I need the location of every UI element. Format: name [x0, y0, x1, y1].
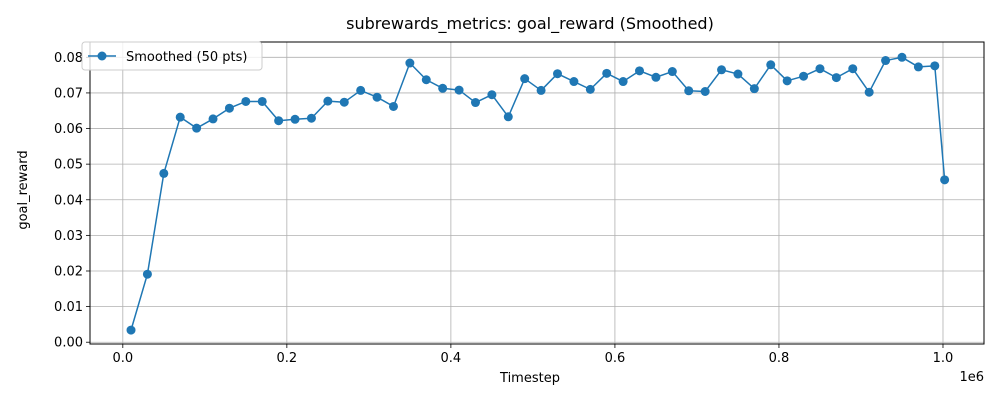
data-point — [897, 52, 907, 62]
data-point — [470, 98, 480, 108]
data-point — [274, 116, 284, 126]
y-tick-label: 0.08 — [54, 51, 83, 66]
y-tick-label: 0.05 — [54, 158, 83, 173]
data-point — [192, 123, 202, 133]
data-point — [940, 175, 950, 185]
data-point — [782, 76, 792, 86]
data-point — [388, 101, 398, 111]
data-point — [667, 67, 677, 77]
x-tick-label: 0.2 — [277, 351, 298, 366]
legend-box — [81, 41, 263, 71]
data-point — [930, 61, 940, 71]
data-point — [142, 269, 152, 279]
data-point — [749, 84, 759, 94]
y-tick-label: 0.01 — [54, 300, 83, 315]
data-point — [618, 77, 628, 87]
data-point — [421, 75, 431, 85]
data-point — [487, 90, 497, 100]
data-point — [553, 69, 562, 79]
data-point — [881, 56, 891, 66]
y-tick-label: 0.00 — [54, 336, 83, 351]
data-point — [864, 87, 874, 97]
x-tick-label: 0.6 — [605, 351, 626, 366]
y-tick-label: 0.04 — [54, 193, 83, 208]
data-point — [569, 77, 579, 87]
markers-layer — [126, 52, 950, 335]
y-tick-label: 0.02 — [54, 264, 83, 279]
data-point — [602, 68, 612, 78]
data-point — [684, 86, 694, 96]
data-point — [651, 72, 661, 82]
data-point — [848, 64, 858, 74]
data-point — [700, 87, 710, 96]
data-point — [438, 83, 448, 93]
data-point — [913, 62, 923, 72]
data-point — [717, 65, 727, 75]
data-point — [520, 74, 530, 84]
data-point — [454, 85, 464, 95]
y-tick-label: 0.07 — [54, 86, 83, 101]
data-point — [799, 71, 809, 81]
x-tick-label: 0.8 — [769, 351, 790, 366]
data-point — [815, 64, 825, 74]
data-point — [536, 85, 546, 95]
data-point — [766, 60, 776, 70]
y-axis-title: goal_reward — [16, 150, 31, 229]
grid — [90, 42, 984, 344]
ticks: 0.0 0.2 0.4 0.6 0.8 1.0 0.00 0.01 0.02 0.03 0.04 0.… — [54, 51, 953, 366]
data-point — [208, 114, 218, 124]
data-point — [339, 97, 349, 107]
data-point — [831, 73, 841, 83]
chart-title: subrewards_metrics: goal_reward (Smoothe… — [346, 14, 714, 34]
data-point — [290, 114, 300, 124]
data-point — [405, 58, 415, 68]
x-axis-offset-label: 1e6 — [959, 370, 984, 385]
legend-marker — [97, 51, 107, 61]
x-tick-label: 0.4 — [441, 351, 462, 366]
x-axis-title: Timestep — [499, 371, 560, 386]
plot-frame — [89, 41, 985, 345]
data-point — [306, 113, 316, 123]
legend: Smoothed (50 pts) — [81, 41, 263, 71]
legend-label: Smoothed (50 pts) — [126, 50, 247, 65]
data-point — [224, 103, 234, 113]
data-point — [503, 112, 513, 122]
data-point — [159, 168, 169, 178]
data-point — [175, 112, 185, 122]
data-point — [323, 96, 333, 106]
data-point — [372, 92, 382, 102]
y-tick-label: 0.06 — [54, 122, 83, 137]
data-point — [635, 66, 645, 76]
data-point — [585, 84, 595, 94]
data-point — [733, 69, 743, 79]
data-point — [356, 85, 366, 95]
x-tick-label: 1.0 — [933, 351, 954, 366]
data-point — [126, 325, 136, 335]
data-point — [241, 96, 251, 106]
y-tick-label: 0.03 — [54, 229, 83, 244]
data-point — [257, 96, 267, 106]
x-tick-label: 0.0 — [112, 351, 133, 366]
